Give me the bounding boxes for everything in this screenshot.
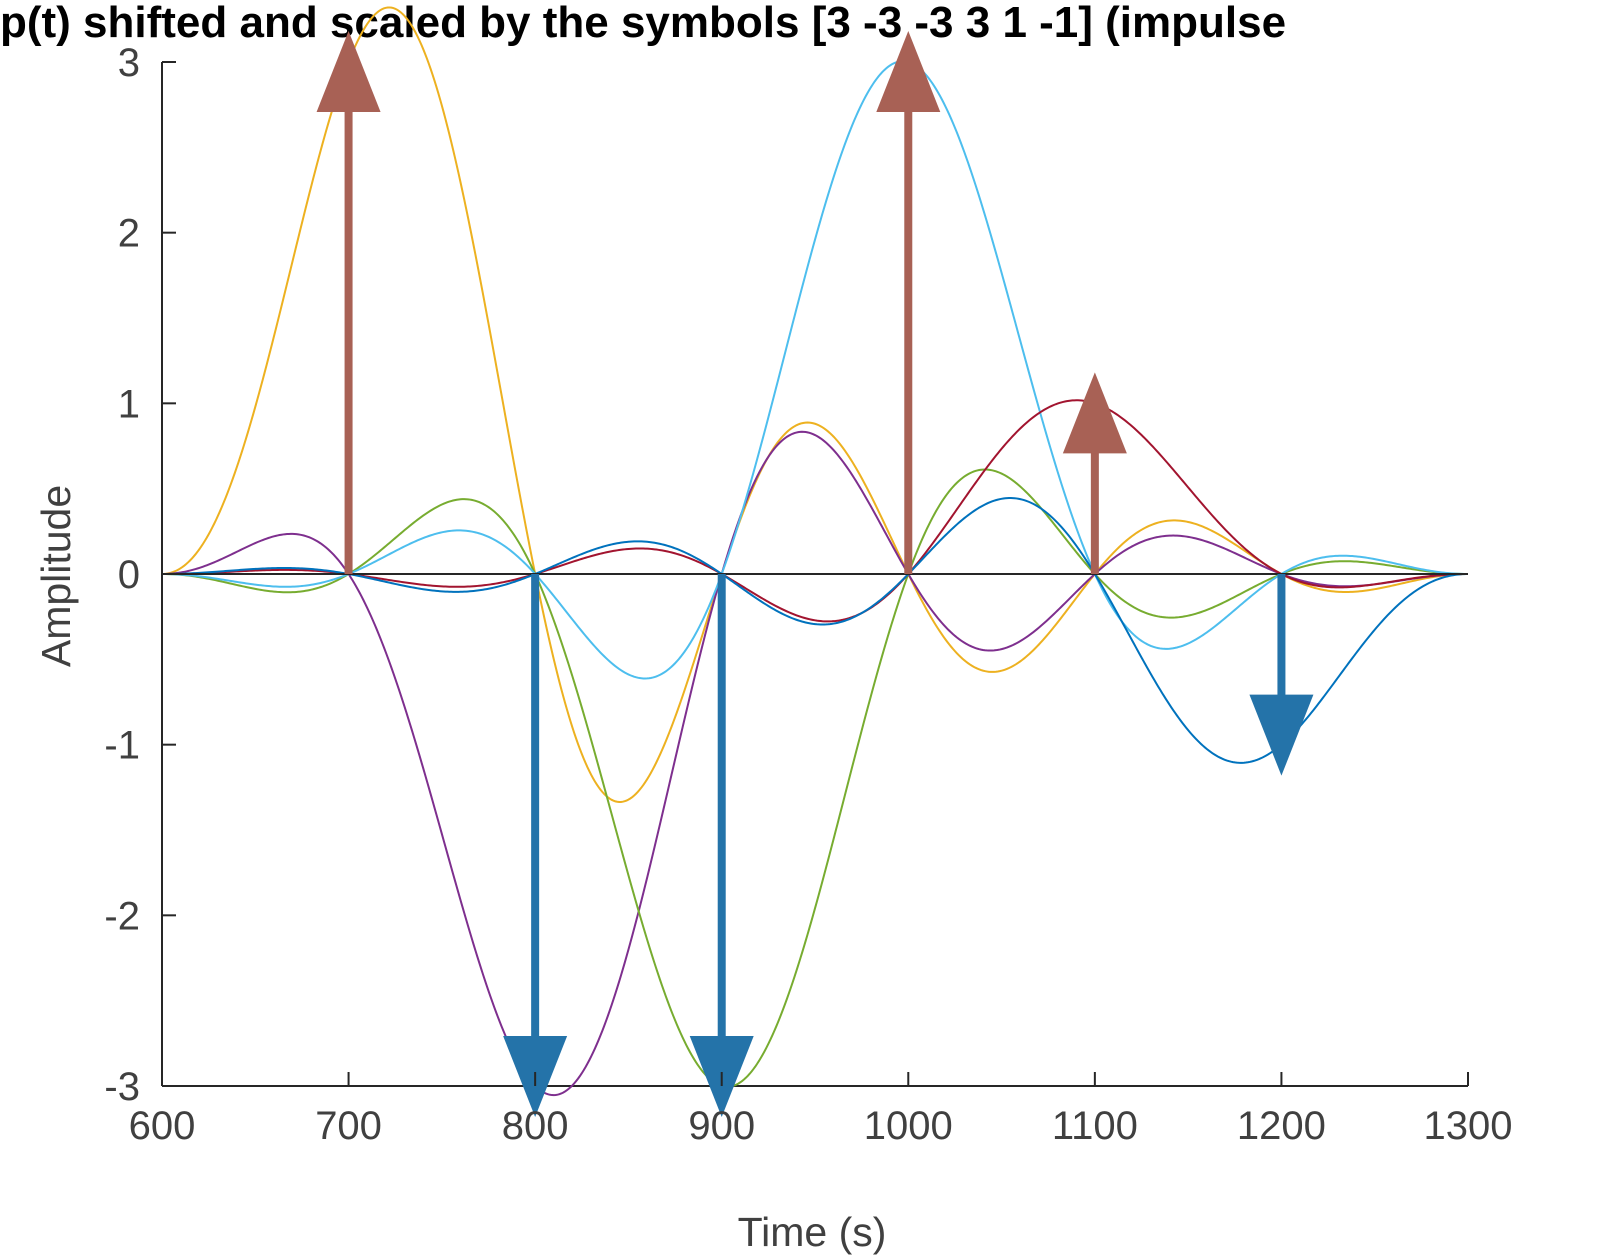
- x-tick-label-900: 900: [688, 1104, 755, 1148]
- x-tick-label-1200: 1200: [1237, 1104, 1326, 1148]
- x-tick-label-600: 600: [129, 1104, 196, 1148]
- x-tick-label-1000: 1000: [864, 1104, 953, 1148]
- y-tick-label-0: 0: [118, 553, 140, 597]
- y-tick-label--3: -3: [104, 1065, 140, 1109]
- pulse-curve-1000: [162, 61, 1468, 678]
- y-tick-label--2: -2: [104, 894, 140, 938]
- x-tick-label-1100: 1100: [1052, 1104, 1138, 1148]
- pulse-curve-900: [162, 470, 1468, 1087]
- impulse-arrowhead-1100: [1063, 372, 1127, 453]
- y-tick-label-3: 3: [118, 41, 140, 85]
- y-tick-label-1: 1: [118, 382, 140, 426]
- impulse-arrowhead-1200: [1249, 695, 1313, 776]
- y-tick-label-2: 2: [118, 212, 140, 256]
- chart-title: p(t) shifted and scaled by the symbols […: [0, 0, 1286, 47]
- tick-layer: 600 700 800 900 1000 1100 1200 1300 -3 -2 -1 0 1 2 3: [104, 41, 1512, 1148]
- y-tick-label--1: -1: [104, 724, 140, 768]
- x-axis-label: Time (s): [738, 1209, 887, 1255]
- x-tick-label-700: 700: [315, 1104, 382, 1148]
- y-axis-label: Amplitude: [33, 485, 79, 667]
- series-layer: [162, 7, 1468, 1095]
- x-tick-label-800: 800: [502, 1104, 569, 1148]
- pulse-curve-800: [162, 432, 1468, 1095]
- x-tick-label-1300: 1300: [1424, 1104, 1513, 1148]
- pulse-curve-700: [162, 7, 1468, 802]
